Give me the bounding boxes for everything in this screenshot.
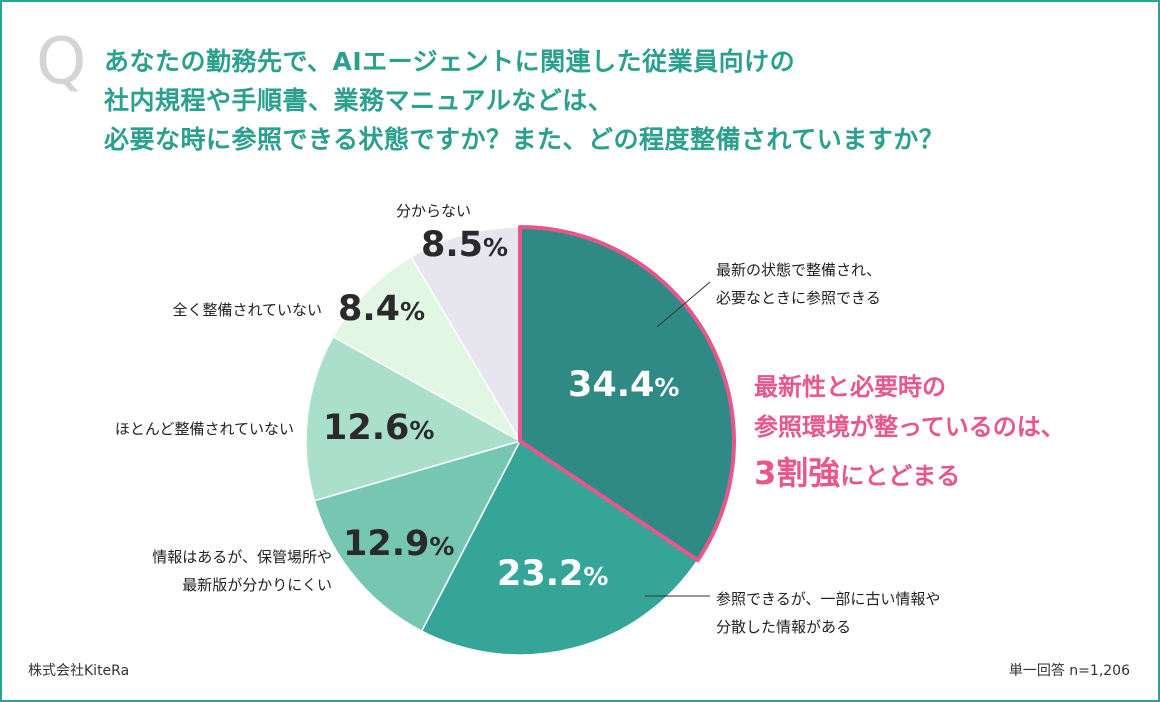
slice-label-none: 全く整備されていない <box>90 296 322 324</box>
pie-slice-hard-to-find <box>313 439 522 633</box>
slice-value-hard-to-find-unit: % <box>429 532 455 561</box>
slice-value-unknown: 8.5% <box>421 228 508 263</box>
slice-label-latest-line-1: 最新の状態で整備され、 <box>716 261 882 279</box>
slice-value-hard-to-find-number: 12.9 <box>343 524 430 564</box>
pie-slice-barely <box>305 335 522 502</box>
highlight-line-3: 3割強にとどまる <box>754 447 1065 505</box>
question-line-3: 必要な時に参照できる状態ですか？また、どの程度整備されていますか？ <box>104 125 945 154</box>
pie-slice-partly-old <box>420 439 699 656</box>
pie-slice-unknown <box>410 226 521 444</box>
question-mark-icon: Q <box>36 25 87 99</box>
slice-label-latest: 最新の状態で整備され、 必要なときに参照できる <box>716 256 881 312</box>
slice-value-none: 8.4% <box>338 292 425 327</box>
slice-value-partly-old-number: 23.2 <box>497 554 584 594</box>
question-line-1: あなたの勤務先で、AIエージェントに関連した従業員向けの <box>104 47 796 76</box>
slice-value-unknown-unit: % <box>483 233 509 262</box>
source-credit: 株式会社KiteRa <box>28 663 130 679</box>
pie-overlay <box>518 225 736 563</box>
pie-slice-highlight-border <box>518 225 736 563</box>
slice-label-partly-old-line-1: 参照できるが、一部に古い情報や <box>716 590 941 608</box>
slice-label-hard-to-find-line-1: 情報はあるが、保管場所や <box>152 548 332 566</box>
slice-value-none-number: 8.4 <box>338 289 401 329</box>
slice-value-latest-number: 34.4 <box>568 365 655 405</box>
slice-value-latest-unit: % <box>654 373 680 402</box>
highlight-suffix: にとどまる <box>840 462 961 490</box>
slice-value-unknown-number: 8.5 <box>421 225 484 265</box>
slice-label-barely-line-1: ほとんど整備されていない <box>114 420 294 438</box>
slice-label-hard-to-find: 情報はあるが、保管場所や 最新版が分かりにくい <box>70 543 332 599</box>
slice-label-barely: ほとんど整備されていない <box>40 415 294 443</box>
pie-slice-none <box>332 255 523 444</box>
sample-size: 単一回答 n=1,206 <box>1008 663 1130 679</box>
highlight-line-2: 参照環境が整っているのは、 <box>754 413 1065 441</box>
slice-value-none-unit: % <box>400 297 426 326</box>
question-line-2: 社内規程や手順書、業務マニュアルなどは、 <box>104 86 614 115</box>
highlight-line-1: 最新性と必要時の <box>754 373 946 401</box>
slice-value-barely-number: 12.6 <box>323 408 410 448</box>
slice-label-partly-old: 参照できるが、一部に古い情報や 分散した情報がある <box>716 585 940 641</box>
slice-value-partly-old: 23.2% <box>497 557 608 592</box>
slice-label-latest-line-2: 必要なときに参照できる <box>716 289 881 307</box>
slice-value-partly-old-unit: % <box>583 562 609 591</box>
slice-value-barely: 12.6% <box>323 411 434 446</box>
leader-lines <box>645 281 711 597</box>
slice-value-hard-to-find: 12.9% <box>343 527 454 562</box>
slice-label-hard-to-find-line-2: 最新版が分かりにくい <box>182 576 332 594</box>
slice-value-barely-unit: % <box>409 416 435 445</box>
slice-label-unknown: 分からない <box>396 197 471 225</box>
highlight-callout: 最新性と必要時の 参照環境が整っているのは、 3割強にとどまる <box>754 367 1065 505</box>
slice-label-partly-old-line-2: 分散した情報がある <box>716 618 852 636</box>
slice-label-none-line-1: 全く整備されていない <box>172 301 322 319</box>
highlight-emphasis: 3割強 <box>754 454 841 492</box>
slice-label-unknown-line-1: 分からない <box>396 202 472 220</box>
leader-line-latest <box>656 281 711 328</box>
question-title: あなたの勤務先で、AIエージェントに関連した従業員向けの 社内規程や手順書、業務… <box>104 42 944 159</box>
pie-slices <box>305 226 735 656</box>
slice-value-latest: 34.4% <box>568 368 679 403</box>
